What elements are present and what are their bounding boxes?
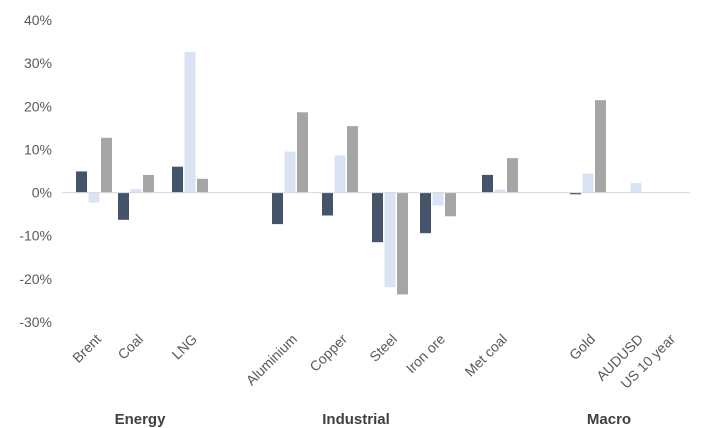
bar-audusd-s2 xyxy=(630,183,642,193)
bar-coal-s1 xyxy=(118,192,129,220)
y-tick-label: 10% xyxy=(24,141,52,157)
y-tick-label: -20% xyxy=(19,271,52,287)
bar-copper-s1 xyxy=(322,192,333,216)
bar-lng-s2 xyxy=(184,51,196,193)
y-tick-label: 30% xyxy=(24,55,52,71)
group-labels: Energy Industrial Macro xyxy=(115,411,632,428)
x-tick-label: LNG xyxy=(168,331,200,363)
bar-iron-ore-s2 xyxy=(432,192,444,206)
x-tick-label: Steel xyxy=(366,331,400,365)
x-tick-label: Met coal xyxy=(461,331,510,380)
x-tick-label: Iron ore xyxy=(403,331,449,377)
bar-steel-s2 xyxy=(384,192,396,288)
bar-met-coal-s1 xyxy=(482,174,493,193)
y-axis-ticks: 40% 30% 20% 10% 0% -10% -20% -30% xyxy=(19,12,52,330)
bar-steel-s1 xyxy=(372,192,383,243)
bar-aluminium-s1 xyxy=(272,192,283,225)
bar-aluminium-s3 xyxy=(297,112,308,193)
bar-gold-s2 xyxy=(582,173,594,193)
bar-steel-s3 xyxy=(397,192,408,295)
x-tick-label: Gold xyxy=(566,331,598,363)
bar-copper-s3 xyxy=(347,126,358,193)
bars xyxy=(76,51,642,295)
y-tick-label: 20% xyxy=(24,98,52,114)
bar-brent-s1 xyxy=(76,171,87,193)
bar-met-coal-s2 xyxy=(494,189,506,193)
y-tick-label: -30% xyxy=(19,314,52,330)
x-tick-label: Aluminium xyxy=(243,331,301,389)
bar-lng-s1 xyxy=(172,166,183,193)
bar-iron-ore-s3 xyxy=(445,192,456,217)
bar-aluminium-s2 xyxy=(284,151,296,193)
x-tick-label: Coal xyxy=(114,331,146,363)
x-tick-label: Copper xyxy=(306,331,350,375)
x-axis-labels: Brent Coal LNG Aluminium Copper Steel Iron ore… xyxy=(69,331,678,392)
y-tick-label: -10% xyxy=(19,228,52,244)
group-label-macro: Macro xyxy=(587,411,631,428)
bar-lng-s3 xyxy=(197,178,208,193)
group-label-industrial: Industrial xyxy=(322,411,390,428)
bar-coal-s3 xyxy=(143,174,154,193)
group-label-energy: Energy xyxy=(115,411,167,428)
y-tick-label: 40% xyxy=(24,12,52,28)
y-tick-label: 0% xyxy=(32,185,52,201)
x-tick-label: Brent xyxy=(69,331,104,366)
bar-copper-s2 xyxy=(334,155,346,193)
bar-gold-s3 xyxy=(595,100,606,193)
bar-met-coal-s3 xyxy=(507,158,518,193)
bar-brent-s2 xyxy=(88,192,100,203)
bar-iron-ore-s1 xyxy=(420,192,431,234)
bar-gold-s1 xyxy=(570,192,581,195)
bar-brent-s3 xyxy=(101,137,112,193)
bar-coal-s2 xyxy=(130,189,142,193)
